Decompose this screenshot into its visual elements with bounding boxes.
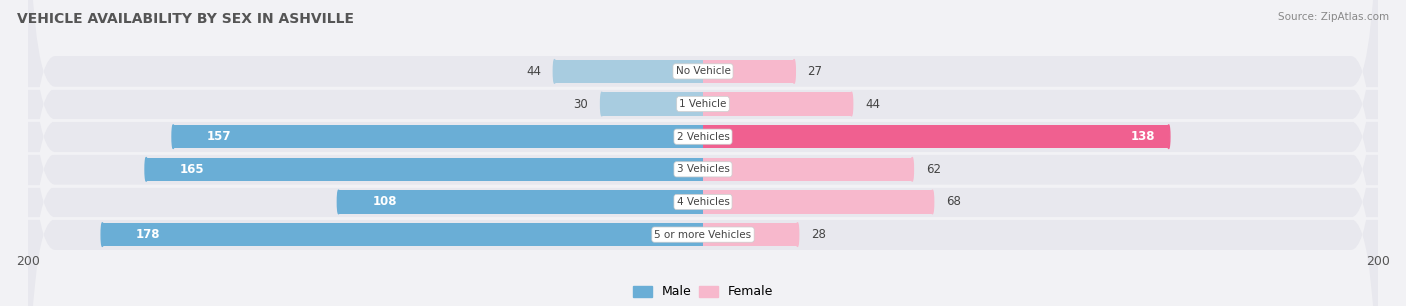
- Text: 28: 28: [811, 228, 825, 241]
- Bar: [103, 223, 703, 246]
- Text: 27: 27: [807, 65, 823, 78]
- Bar: [554, 60, 703, 83]
- Bar: [703, 60, 794, 83]
- Bar: [703, 158, 912, 181]
- Text: 5 or more Vehicles: 5 or more Vehicles: [654, 230, 752, 240]
- Legend: Male, Female: Male, Female: [628, 280, 778, 304]
- Text: VEHICLE AVAILABILITY BY SEX IN ASHVILLE: VEHICLE AVAILABILITY BY SEX IN ASHVILLE: [17, 12, 354, 26]
- FancyBboxPatch shape: [28, 0, 1378, 306]
- FancyBboxPatch shape: [28, 0, 1378, 306]
- Text: 44: 44: [865, 98, 880, 110]
- Text: 2 Vehicles: 2 Vehicles: [676, 132, 730, 142]
- Text: 4 Vehicles: 4 Vehicles: [676, 197, 730, 207]
- Text: 3 Vehicles: 3 Vehicles: [676, 164, 730, 174]
- Text: No Vehicle: No Vehicle: [675, 66, 731, 76]
- FancyBboxPatch shape: [28, 0, 1378, 306]
- Bar: [703, 190, 932, 214]
- Bar: [173, 125, 703, 148]
- Circle shape: [172, 125, 174, 148]
- Text: 178: 178: [136, 228, 160, 241]
- Text: 165: 165: [180, 163, 205, 176]
- Bar: [703, 92, 852, 116]
- Circle shape: [101, 223, 104, 246]
- Circle shape: [1167, 125, 1170, 148]
- Text: 62: 62: [925, 163, 941, 176]
- Bar: [703, 125, 1168, 148]
- FancyBboxPatch shape: [28, 0, 1378, 306]
- Circle shape: [796, 223, 799, 246]
- Circle shape: [911, 158, 914, 181]
- Bar: [339, 190, 703, 214]
- Text: Source: ZipAtlas.com: Source: ZipAtlas.com: [1278, 12, 1389, 22]
- Text: 1 Vehicle: 1 Vehicle: [679, 99, 727, 109]
- Text: 157: 157: [207, 130, 232, 143]
- FancyBboxPatch shape: [28, 0, 1378, 306]
- Bar: [146, 158, 703, 181]
- Text: 108: 108: [373, 196, 396, 208]
- Text: 138: 138: [1130, 130, 1156, 143]
- Bar: [602, 92, 703, 116]
- Text: 30: 30: [574, 98, 588, 110]
- Circle shape: [600, 92, 603, 116]
- Text: 68: 68: [946, 196, 960, 208]
- Bar: [703, 223, 797, 246]
- Circle shape: [337, 190, 340, 214]
- Circle shape: [145, 158, 148, 181]
- Circle shape: [851, 92, 852, 116]
- Text: 44: 44: [526, 65, 541, 78]
- Circle shape: [554, 60, 555, 83]
- Circle shape: [793, 60, 796, 83]
- FancyBboxPatch shape: [28, 0, 1378, 306]
- Circle shape: [931, 190, 934, 214]
